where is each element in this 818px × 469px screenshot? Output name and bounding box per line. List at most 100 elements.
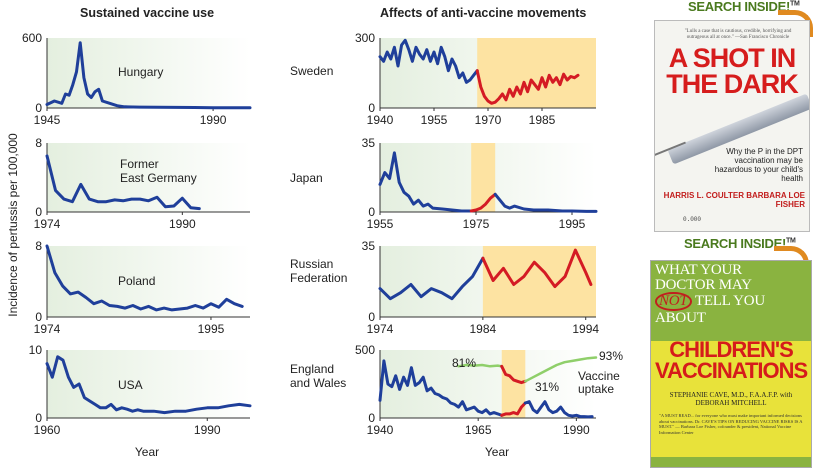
book1-blurb: "Lulls a case that is cautious, credible… (684, 29, 792, 40)
series-line-blue (378, 359, 504, 417)
x-tick-label: 1990 (194, 423, 221, 437)
y-tick-label: 8 (35, 239, 42, 253)
y-tick-label: 35 (362, 239, 376, 253)
header-right: Affects of anti-vaccine movements (380, 6, 586, 20)
panel-background (380, 350, 596, 418)
y-tick-label: 8 (35, 136, 42, 150)
book1-authors: HARRIS L. COULTER BARBARA LOE FISHER (663, 191, 805, 209)
x-axis-label-right: Year (485, 445, 509, 459)
y-axis-label: Incidence of pertussis per 100,000 (6, 133, 20, 317)
anti-vaccine-period-band (477, 38, 596, 108)
x-tick-label: 1995 (198, 322, 225, 336)
book1-publisher: 0.000 (683, 216, 702, 223)
series-line-red (500, 401, 527, 417)
book-cover-a-shot-in-the-dark[interactable]: "Lulls a case that is cautious, credible… (654, 20, 810, 232)
x-tick-label: 1995 (559, 217, 586, 231)
y-tick-label: 0 (35, 205, 42, 219)
series-line-red (475, 69, 580, 105)
book-cover-childrens-vaccinations[interactable]: WHAT YOUR DOCTOR MAY NOT TELL YOU ABOUT … (650, 260, 812, 468)
book1-subtitle: Why the P in the DPT vaccination may be … (714, 147, 803, 183)
panel-sweden: 0 300 1940 1955 1970 1985 Sweden (290, 31, 596, 127)
chart-panels: 0 600 1945 1990 Hungary 0 300 1940 1955 1970 1985 S… (22, 31, 623, 437)
y-tick-label: 0 (35, 411, 42, 425)
x-tick-label: 1945 (34, 113, 61, 127)
series-line-blue (45, 154, 201, 211)
panel-hungary: 0 600 1945 1990 Hungary (22, 31, 252, 127)
country-label: Hungary (118, 65, 163, 79)
y-tick-label: 0 (368, 101, 375, 115)
header-left: Sustained vaccine use (80, 6, 214, 20)
x-axis-label-left: Year (135, 445, 159, 459)
annotation: 31% (535, 380, 559, 394)
panel-england-and-wales: 0 500 1940 1965 1990 England and Wales 81% 31% 93… (290, 343, 623, 437)
series-line-blue (378, 256, 485, 301)
series-line-green (457, 363, 503, 368)
y-tick-label: 0 (368, 411, 375, 425)
search-inside-label-2[interactable]: SEARCH INSIDE!TM (684, 236, 796, 251)
country-label: Poland (118, 274, 155, 288)
series-line-red (500, 364, 527, 385)
panel-former-east-germany: 0 8 1974 1990 Former East Germany (34, 136, 250, 231)
x-tick-label: 1990 (200, 113, 227, 127)
annotation: 93% (599, 349, 623, 363)
country-label: Japan (290, 171, 323, 185)
y-tick-label: 0 (35, 310, 42, 324)
x-tick-label: 1994 (572, 322, 599, 336)
curved-arrow-icon (774, 246, 809, 273)
series-line-blue (493, 192, 598, 213)
series-line-blue (378, 151, 473, 213)
anti-vaccine-period-band (482, 246, 596, 317)
series-line-blue (45, 244, 244, 312)
book2-title: CHILDREN'S VACCINATIONS (655, 337, 808, 383)
annotation: uptake (578, 382, 614, 396)
series-line-green (524, 356, 598, 383)
country-label: Sweden (290, 64, 333, 78)
search-inside-label-1[interactable]: SEARCH INSIDE!TM (688, 0, 800, 14)
x-tick-label: 1940 (367, 113, 394, 127)
panel-poland: 0 8 1974 1995 Poland (34, 239, 250, 336)
y-tick-label: 300 (355, 31, 375, 45)
y-tick-label: 0 (368, 310, 375, 324)
x-tick-label: 1955 (421, 113, 448, 127)
panel-usa: 0 10 1960 1990 USA (29, 343, 252, 437)
book2-heading: WHAT YOUR DOCTOR MAY NOT TELL YOU ABOUT (655, 262, 766, 326)
book2-blurb: "A MUST READ... for everyone who must ma… (659, 413, 803, 435)
x-tick-label: 1990 (563, 423, 590, 437)
annotation: Vaccine (578, 369, 620, 383)
x-tick-label: 1940 (367, 423, 394, 437)
panel-japan: 0 35 1955 1975 1995 Japan (290, 136, 598, 231)
country-label: Russian Federation (290, 257, 347, 285)
country-label: USA (118, 378, 143, 392)
book1-title: A SHOT IN THE DARK (666, 43, 799, 99)
anti-vaccine-period-band (501, 350, 526, 418)
y-tick-label: 35 (362, 136, 376, 150)
x-tick-label: 1975 (463, 217, 490, 231)
x-tick-label: 1985 (529, 113, 556, 127)
y-tick-label: 0 (35, 101, 42, 115)
annotation: 81% (452, 356, 476, 370)
not-circled: NOT (655, 292, 692, 311)
country-label: Former East Germany (120, 157, 197, 185)
x-tick-label: 1974 (34, 322, 61, 336)
panel-russian-federation: 0 35 1974 1984 1994 Russian Federation (290, 239, 599, 336)
curved-arrow-icon (778, 10, 813, 37)
x-tick-label: 1984 (470, 322, 497, 336)
x-tick-label: 1970 (475, 113, 502, 127)
y-tick-label: 500 (355, 343, 375, 357)
x-tick-label: 1990 (169, 217, 196, 231)
y-tick-label: 600 (22, 31, 42, 45)
series-line-blue (378, 38, 479, 84)
country-label: England and Wales (290, 362, 346, 390)
x-tick-label: 1974 (367, 322, 394, 336)
series-line-blue (523, 400, 594, 419)
x-tick-label: 1955 (367, 217, 394, 231)
series-line-blue (45, 355, 252, 415)
y-tick-label: 10 (29, 343, 43, 357)
y-tick-label: 0 (368, 205, 375, 219)
series-line-blue (45, 41, 252, 110)
series-line-red (469, 192, 497, 213)
anti-vaccine-period-band (471, 143, 496, 212)
book2-bottom-band (651, 457, 811, 467)
series-line-red (481, 248, 593, 289)
